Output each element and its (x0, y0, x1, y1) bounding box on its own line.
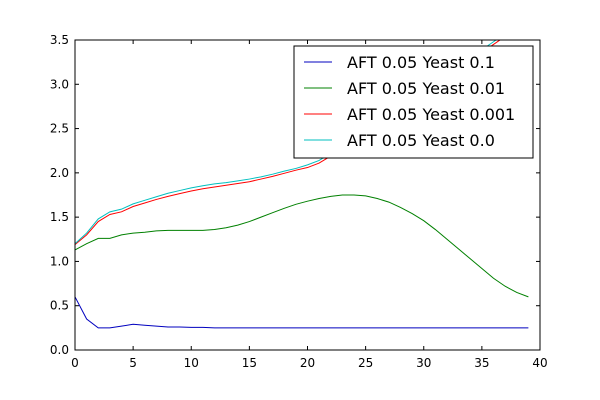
x-tick-label: 30 (416, 356, 431, 370)
legend-box (293, 45, 534, 159)
legend-label-4: AFT 0.05 Yeast 0.0 (347, 131, 495, 150)
x-tick-label: 25 (358, 356, 373, 370)
y-tick-label: 3.5 (50, 33, 69, 47)
series-line-2 (75, 194, 529, 298)
x-tick-label: 35 (474, 356, 489, 370)
x-tick-label: 40 (532, 356, 547, 370)
x-tick-label: 5 (129, 356, 137, 370)
y-tick-label: 0.5 (50, 299, 69, 313)
legend-label-2: AFT 0.05 Yeast 0.01 (347, 79, 505, 98)
x-tick-label: 20 (300, 356, 315, 370)
x-tick-label: 15 (242, 356, 257, 370)
y-tick-label: 3.0 (50, 77, 69, 91)
y-tick-label: 2.5 (50, 122, 69, 136)
y-tick-label: 1.5 (50, 210, 69, 224)
legend-label-1: AFT 0.05 Yeast 0.1 (347, 53, 495, 72)
x-tick-label: 0 (71, 356, 79, 370)
y-tick-label: 2.0 (50, 166, 69, 180)
legend: AFT 0.05 Yeast 0.1 AFT 0.05 Yeast 0.01 AFT… (293, 45, 534, 159)
x-tick-label: 10 (184, 356, 199, 370)
series-line-1 (75, 296, 529, 329)
legend-label-3: AFT 0.05 Yeast 0.001 (347, 105, 515, 124)
y-tick-label: 0.0 (50, 343, 69, 357)
y-tick-label: 1.0 (50, 254, 69, 268)
